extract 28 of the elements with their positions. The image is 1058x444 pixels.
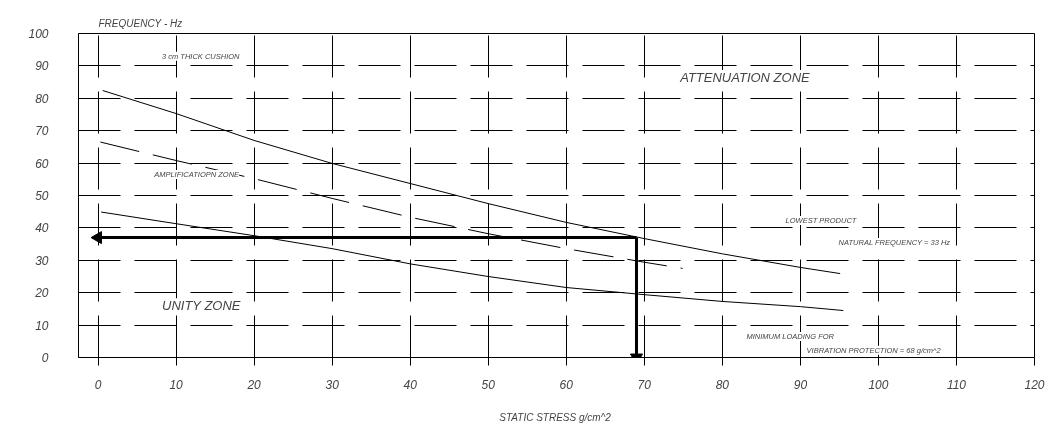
y-tick-label: 0	[41, 351, 49, 365]
x-tick-label: 40	[403, 377, 418, 392]
y-tick-label: 70	[35, 124, 49, 139]
annotation: ATTENUATION ZONE	[679, 70, 811, 86]
x-tick-label: 60	[559, 377, 574, 392]
x-tick-label: 50	[481, 377, 496, 392]
x-tick-label: 70	[637, 377, 652, 392]
x-axis-title: STATIC STRESS g/cm^2	[499, 411, 612, 423]
y-tick-label: 40	[35, 221, 49, 236]
x-tick-label: 90	[793, 377, 808, 392]
y-tick-label: 10	[35, 318, 49, 333]
x-tick-label: 100	[868, 377, 889, 392]
y-axis-title: FREQUENCY - Hz	[98, 17, 183, 29]
x-tick-label: 110	[946, 377, 967, 392]
y-tick-label: 30	[35, 253, 49, 268]
x-tick-label: 80	[715, 377, 730, 392]
y-tick-label: 90	[35, 59, 49, 74]
x-tick-label: 30	[325, 377, 340, 392]
y-tick-label: 20	[34, 286, 49, 301]
x-tick-label: 120	[1024, 377, 1045, 392]
y-tick-label: 100	[28, 27, 49, 41]
x-tick-label: 20	[246, 377, 262, 392]
y-tick-label: 80	[35, 91, 49, 106]
y-tick-label: 60	[35, 156, 49, 171]
x-tick-label: 0	[94, 377, 102, 392]
y-tick-label: 50	[35, 189, 49, 203]
annotation: UNITY ZONE	[162, 298, 241, 314]
x-tick-label: 10	[169, 377, 184, 392]
